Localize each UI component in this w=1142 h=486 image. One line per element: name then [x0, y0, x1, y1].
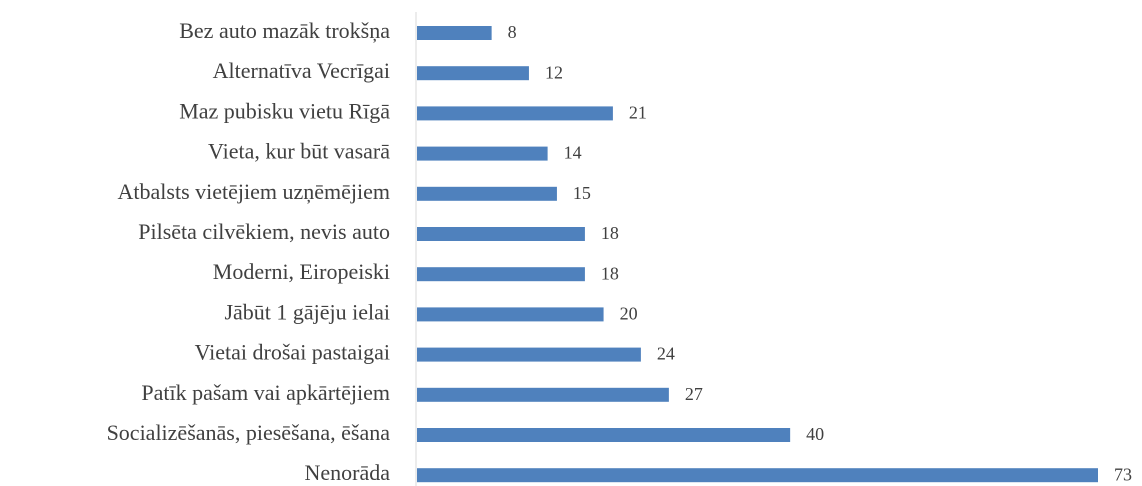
data-label: 21 — [629, 103, 647, 123]
category-label: Atbalsts vietējiem uzņēmējiem — [118, 179, 390, 204]
category-label: Bez auto mazāk trokšņa — [179, 18, 390, 43]
bar — [417, 66, 529, 81]
bar — [417, 146, 548, 161]
bar — [417, 26, 492, 40]
category-label: Jābūt 1 gājēju ielai — [224, 299, 390, 324]
category-label: Moderni, Eiropeiski — [213, 259, 390, 284]
category-label: Pilsēta cilvēkiem, nevis auto — [138, 219, 390, 244]
category-label: Vietai drošai pastaigai — [195, 340, 390, 365]
data-label: 73 — [1114, 464, 1132, 484]
data-label: 20 — [620, 304, 638, 324]
bar — [417, 267, 585, 282]
bar — [417, 227, 585, 241]
data-label: 40 — [806, 424, 824, 444]
category-label: Alternatīva Vecrīgai — [213, 58, 390, 83]
bar — [417, 347, 641, 362]
category-label: Vieta, kur būt vasarā — [208, 139, 390, 164]
data-label: 18 — [601, 263, 619, 283]
bar — [417, 307, 604, 322]
data-label: 15 — [573, 183, 591, 203]
bar — [417, 428, 791, 442]
data-label: 27 — [685, 384, 703, 404]
data-label: 8 — [508, 22, 517, 42]
bar — [417, 468, 1098, 483]
category-label: Socializēšanās, piesēšana, ēšana — [107, 420, 391, 445]
bar — [417, 106, 613, 121]
bar — [417, 387, 669, 402]
data-label: 14 — [564, 143, 582, 163]
data-label: 12 — [545, 62, 563, 82]
data-label: 24 — [657, 344, 675, 364]
data-label: 18 — [601, 223, 619, 243]
category-label: Maz pubisku vietu Rīgā — [179, 98, 390, 123]
category-label: Patīk pašam vai apkārtējiem — [141, 380, 390, 405]
category-label: Nenorāda — [304, 460, 390, 485]
bar — [417, 186, 557, 201]
